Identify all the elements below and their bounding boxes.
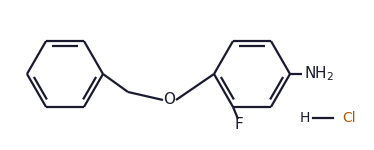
Text: F: F [234,117,243,132]
Text: O: O [163,93,175,108]
Text: Cl: Cl [342,111,356,125]
Text: NH$_2$: NH$_2$ [304,65,334,83]
Text: H: H [300,111,310,125]
